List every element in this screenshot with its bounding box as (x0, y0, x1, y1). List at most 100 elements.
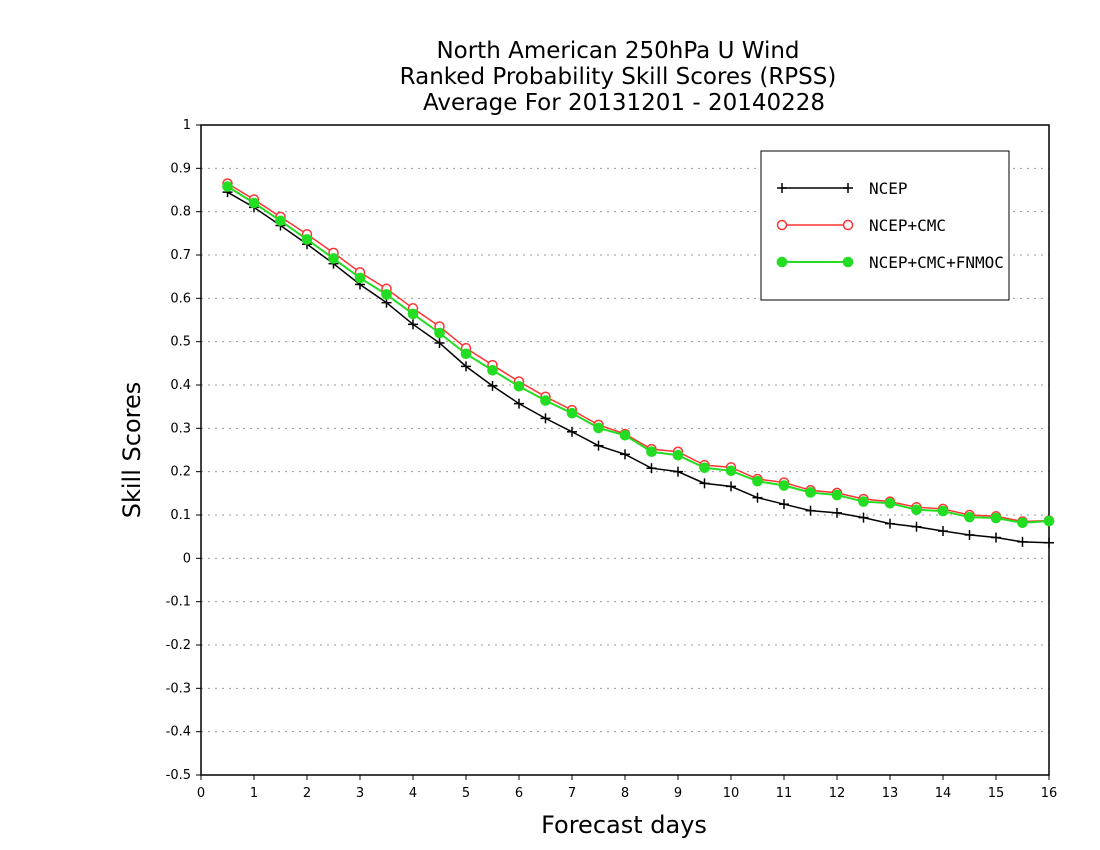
data-point (699, 478, 710, 489)
data-point (990, 512, 1002, 524)
data-point (805, 505, 816, 516)
x-tick-label: 14 (935, 786, 952, 801)
legend-marker (843, 183, 853, 193)
data-point (1044, 537, 1054, 548)
data-point (752, 492, 763, 503)
x-tick-label: 2 (303, 786, 311, 801)
data-point (858, 496, 869, 507)
chart-title: North American 250hPa U Wind Ranked Prob… (400, 38, 837, 116)
data-point (964, 511, 975, 523)
x-axis: 0 1 2 3 4 5 6 7 8 9 10 11 12 13 14 15 16 (197, 775, 1057, 801)
data-point (646, 463, 657, 474)
legend: NCEP NCEP+CMC NCEP+CMC+FNMOC (760, 150, 1010, 301)
series-layer (222, 178, 1055, 548)
y-tick-label: 0.7 (170, 248, 191, 263)
title-line-2: Ranked Probability Skill Scores (RPSS) (400, 64, 837, 90)
y-tick-label: 0.8 (170, 205, 191, 220)
y-tick-label: 0.6 (170, 291, 191, 306)
data-point (831, 489, 843, 501)
series-ncep-cmc-fnmoc (222, 181, 1055, 529)
data-point (619, 429, 631, 441)
y-tick-label: 0.4 (170, 378, 191, 393)
data-point (991, 532, 1001, 543)
legend-item: NCEP+CMC (776, 216, 946, 235)
legend-label: NCEP (869, 179, 908, 198)
title-line-1: North American 250hPa U Wind (436, 38, 799, 64)
data-point (328, 253, 339, 264)
data-point (487, 380, 498, 391)
data-point (911, 521, 922, 532)
y-tick-label: 0.3 (170, 421, 191, 436)
data-point (540, 395, 551, 406)
legend-marker (776, 219, 788, 231)
data-point (911, 504, 922, 516)
x-tick-label: 10 (723, 786, 740, 801)
grid-lines (201, 167, 1049, 733)
y-tick-label: -0.2 (166, 638, 191, 653)
legend-item: NCEP+CMC+FNMOC (776, 253, 1004, 272)
legend-marker (842, 219, 854, 231)
data-point (884, 498, 896, 509)
data-point (1043, 515, 1055, 527)
data-point (354, 272, 366, 284)
legend-label: NCEP+CMC (869, 216, 946, 235)
x-tick-label: 4 (409, 786, 417, 801)
x-tick-label: 3 (356, 786, 364, 801)
data-point (752, 475, 763, 487)
x-tick-label: 1 (250, 786, 258, 801)
data-point (407, 308, 419, 320)
data-point (885, 518, 895, 529)
x-axis-label: Forecast days (541, 811, 707, 839)
y-tick-label: 0.1 (170, 508, 191, 523)
y-tick-label: 1 (183, 118, 191, 133)
y-tick-label: -0.3 (166, 681, 191, 696)
data-point (1017, 517, 1028, 529)
data-point (381, 289, 392, 300)
y-tick-label: 0.2 (170, 465, 191, 480)
legend-marker (842, 256, 854, 268)
data-point (514, 398, 524, 409)
data-point (301, 234, 313, 245)
legend-label: NCEP+CMC+FNMOC (869, 253, 1004, 272)
data-point (593, 422, 604, 434)
data-point (566, 407, 578, 419)
data-point (620, 449, 630, 460)
legend-item: NCEP (777, 179, 908, 198)
y-tick-label: 0.5 (170, 335, 191, 350)
y-tick-label: 0 (183, 551, 191, 566)
series-ncep (222, 187, 1054, 548)
x-tick-label: 9 (674, 786, 682, 801)
x-tick-label: 13 (882, 786, 899, 801)
x-tick-label: 11 (776, 786, 793, 801)
x-tick-label: 16 (1041, 786, 1058, 801)
data-point (408, 319, 418, 330)
data-point (460, 348, 472, 360)
data-point (778, 480, 790, 491)
x-tick-label: 5 (462, 786, 470, 801)
legend-marker (776, 256, 788, 268)
data-point (248, 197, 260, 209)
data-point (805, 487, 816, 498)
data-point (434, 327, 445, 339)
data-point (461, 361, 471, 372)
data-point (699, 462, 710, 474)
data-point (275, 215, 286, 227)
data-point (937, 505, 949, 517)
data-point (726, 481, 736, 492)
x-tick-label: 6 (515, 786, 523, 801)
data-point (858, 512, 869, 523)
data-point (725, 465, 737, 477)
data-point (593, 440, 604, 451)
y-tick-label: -0.1 (166, 595, 191, 610)
y-tick-label: -0.5 (166, 768, 191, 783)
data-point (434, 337, 445, 348)
data-point (567, 426, 577, 437)
x-tick-label: 8 (621, 786, 629, 801)
y-tick-label: 0.9 (170, 161, 191, 176)
data-point (1017, 536, 1028, 547)
y-axis: 1 0.9 0.8 0.7 0.6 0.5 0.4 0.3 0.2 0.1 0 -0.1 -0.2 -0.… (166, 118, 201, 783)
data-point (673, 466, 683, 477)
data-point (779, 499, 789, 510)
data-point (938, 526, 948, 537)
